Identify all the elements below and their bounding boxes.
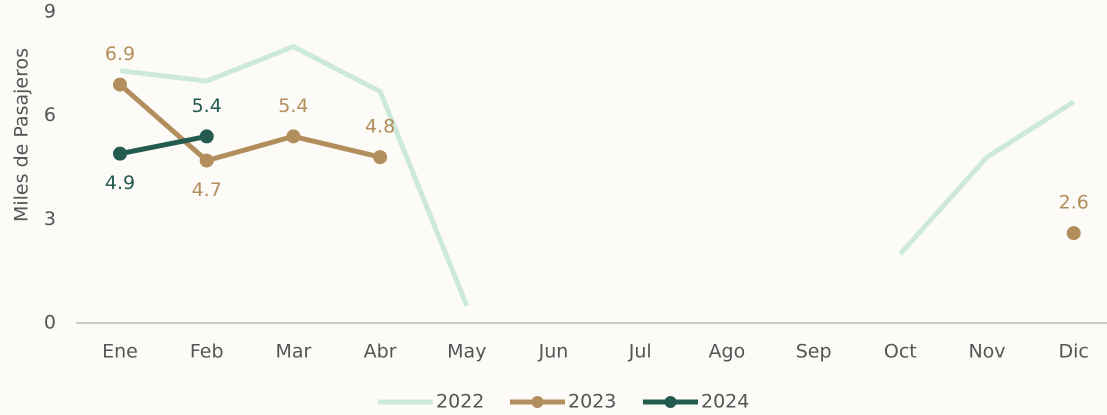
x-tick-label: Sep — [796, 341, 832, 363]
x-tick-label: May — [447, 341, 486, 363]
point — [113, 147, 127, 161]
x-tick-label: Ago — [709, 341, 746, 363]
x-tick-label: Feb — [190, 341, 224, 363]
data-label: 5.4 — [192, 95, 222, 117]
x-tick-label: Ene — [102, 341, 138, 363]
point — [200, 129, 214, 143]
legend-label: 2024 — [701, 391, 749, 413]
legend-marker — [532, 396, 544, 408]
x-tick-label: Jun — [538, 341, 569, 363]
data-label: 4.9 — [105, 172, 135, 194]
y-axis-label: Miles de Pasajeros — [11, 48, 33, 222]
data-label: 2.6 — [1059, 192, 1089, 214]
data-label: 4.7 — [192, 179, 222, 201]
chart: Miles de Pasajeros 0 3 6 9 Ene Feb Mar Abr May Ju… — [0, 0, 1107, 415]
x-tick-label: Jul — [628, 341, 652, 363]
point — [373, 150, 387, 164]
legend-label: 2023 — [568, 391, 616, 413]
data-label: 5.4 — [278, 95, 308, 117]
y-tick-label: 0 — [44, 312, 56, 334]
x-tick-label: Abr — [364, 341, 397, 363]
legend-marker — [665, 396, 677, 408]
y-tick-label: 9 — [44, 1, 56, 23]
data-label: 6.9 — [105, 43, 135, 65]
x-tick-label: Nov — [968, 341, 1005, 363]
data-label: 4.8 — [365, 116, 395, 138]
y-tick-label: 3 — [44, 208, 56, 230]
legend-label: 2022 — [436, 391, 484, 413]
point — [286, 129, 300, 143]
point — [113, 78, 127, 92]
x-tick-label: Oct — [884, 341, 917, 363]
x-tick-label: Dic — [1059, 341, 1089, 363]
y-tick-label: 6 — [44, 104, 56, 126]
point — [1067, 226, 1081, 240]
point — [200, 154, 214, 168]
x-tick-label: Mar — [275, 341, 311, 363]
